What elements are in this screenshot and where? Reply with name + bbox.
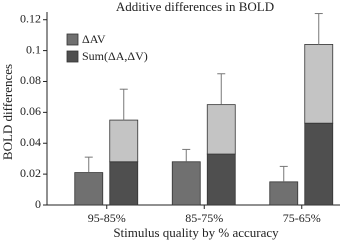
bar [269,181,299,206]
bar [171,161,201,206]
y-tick-label: 0.1 [26,42,41,56]
bar [304,44,334,124]
bar [304,122,334,206]
legend-swatch [66,33,79,46]
y-tick-label: 0.08 [20,73,41,87]
x-tick-label: 95-85% [88,211,126,225]
error-bar [279,165,288,182]
x-tick-label: 85-75% [185,211,223,225]
error-bar [119,88,128,121]
y-axis-label: BOLD differences [0,64,15,160]
bar [206,104,236,155]
error-bar [84,156,93,173]
y-tick-label: 0.04 [20,135,41,149]
y-tick-label: 0 [35,197,41,211]
legend-swatch [66,50,79,63]
legend-label: ΔAV [82,32,106,46]
bar [109,119,139,163]
x-axis-label: Stimulus quality by % accuracy [113,225,279,240]
bar [206,153,236,206]
bar [109,161,139,206]
chart-title: Additive differences in BOLD [116,0,274,14]
legend-label: Sum(ΔA,ΔV) [82,49,148,63]
y-tick-label: 0.06 [20,104,41,118]
error-bar [217,73,226,105]
error-bar [182,148,191,162]
x-tick-label: 75-65% [283,211,321,225]
y-tick-label: 0.02 [20,166,41,180]
y-tick-label: 0.12 [20,11,41,25]
error-bar [314,13,323,45]
bar [74,172,104,206]
